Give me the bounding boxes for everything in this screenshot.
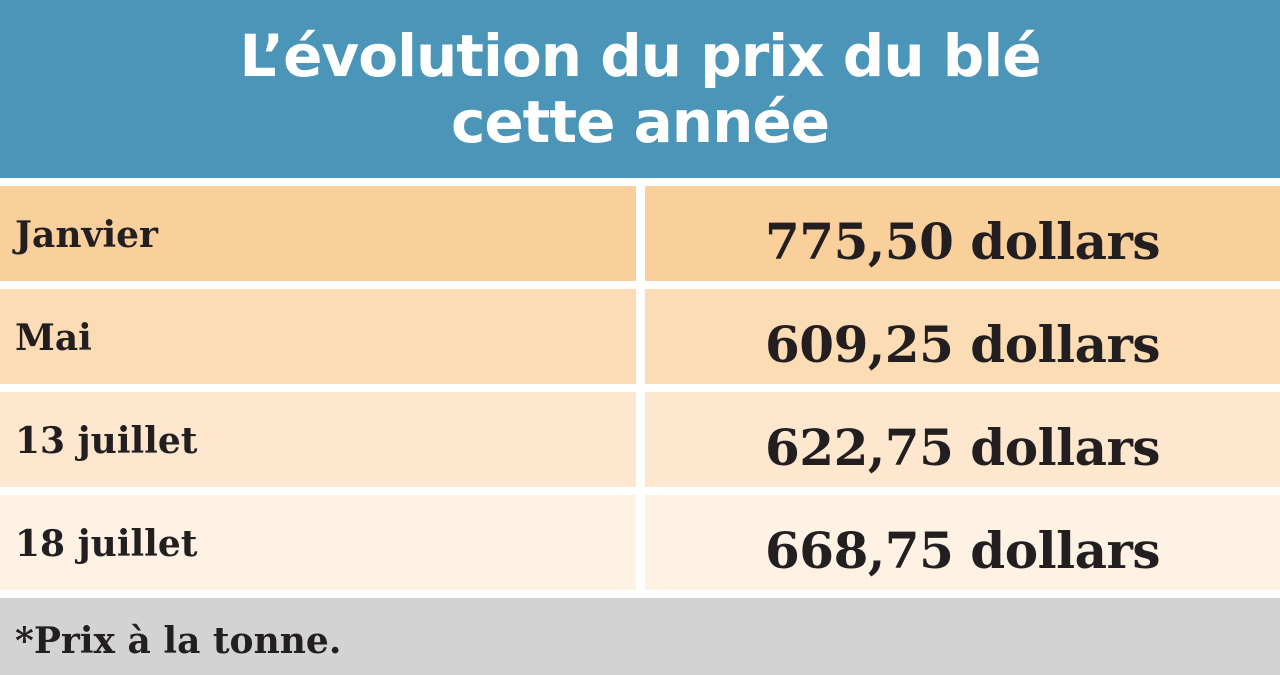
footnote: *Prix à la tonne.: [0, 598, 1280, 675]
row-value: 609,25 dollars: [645, 289, 1280, 384]
table-row: 13 juillet 622,75 dollars: [0, 392, 1280, 487]
table-row: Janvier 775,50 dollars: [0, 186, 1280, 281]
chart-title: L’évolution du prix du blé cette année: [0, 0, 1280, 178]
row-label: 18 juillet: [0, 495, 636, 590]
row-label: Janvier: [0, 186, 636, 281]
row-value: 668,75 dollars: [645, 495, 1280, 590]
chart-title-line-1: L’évolution du prix du blé: [239, 22, 1041, 90]
row-value: 622,75 dollars: [645, 392, 1280, 487]
chart-title-line-2: cette année: [450, 88, 830, 156]
row-value: 775,50 dollars: [645, 186, 1280, 281]
row-label: Mai: [0, 289, 636, 384]
row-label: 13 juillet: [0, 392, 636, 487]
table-row: 18 juillet 668,75 dollars: [0, 495, 1280, 590]
price-table: Janvier 775,50 dollars Mai 609,25 dollar…: [0, 186, 1280, 598]
table-row: Mai 609,25 dollars: [0, 289, 1280, 384]
